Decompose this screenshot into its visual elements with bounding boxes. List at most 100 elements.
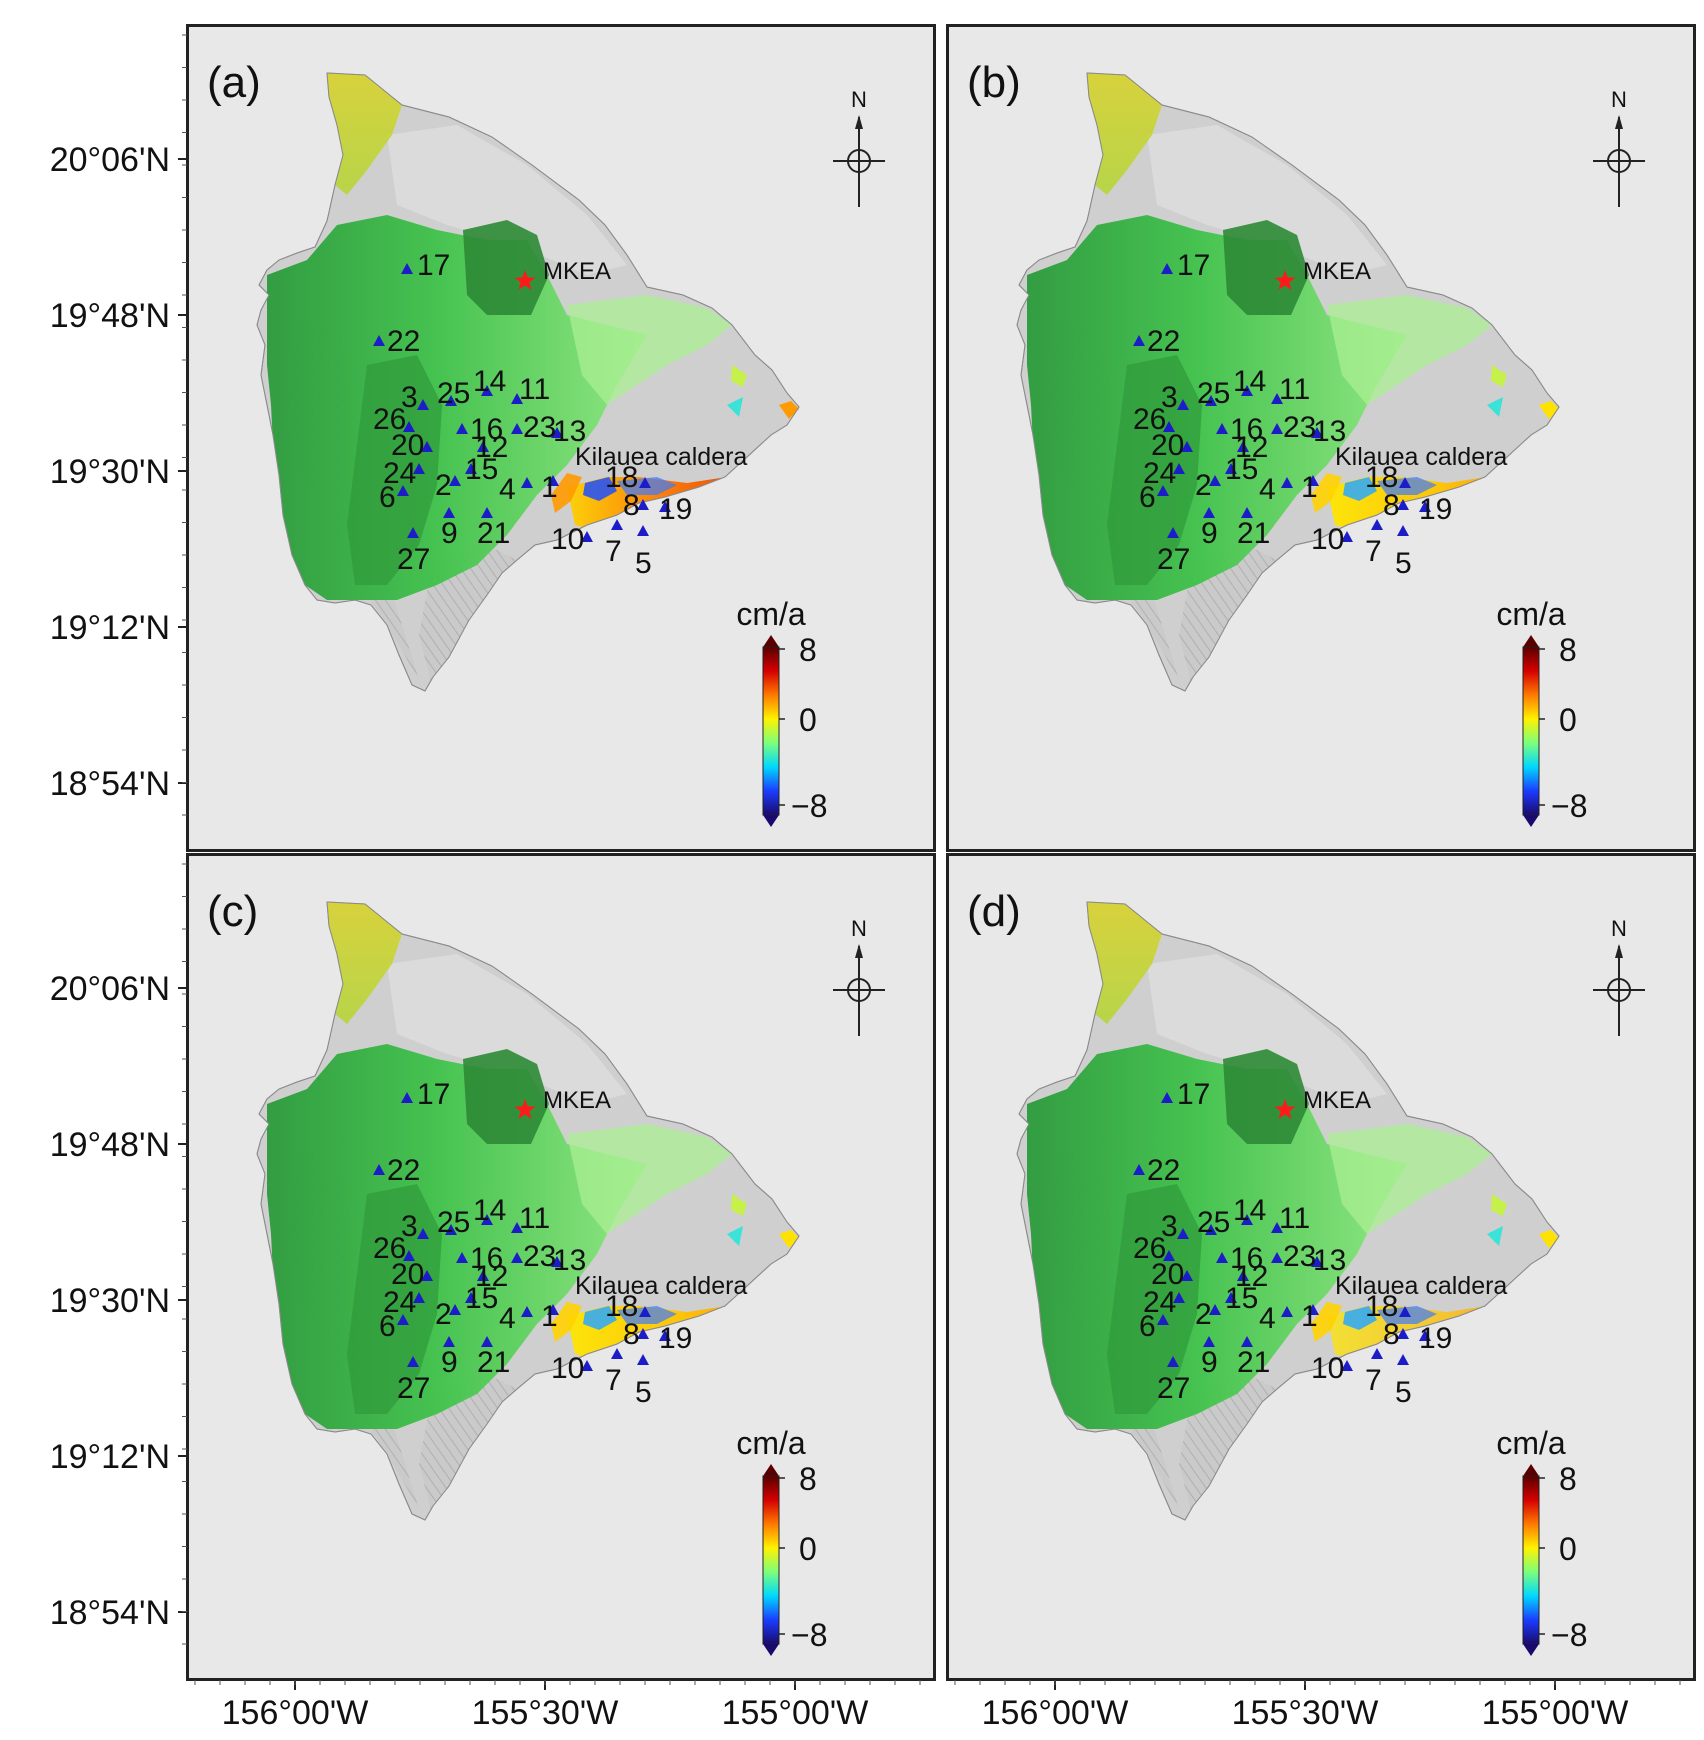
- station-marker: [1271, 1222, 1283, 1233]
- colorbar-tick-label: −8: [791, 788, 827, 824]
- station-label: 1: [541, 1300, 558, 1333]
- station-label: 1: [541, 471, 558, 504]
- station-marker: [1177, 1228, 1189, 1239]
- station-marker: [511, 1222, 523, 1233]
- reference-station-label: MKEA: [1303, 1087, 1371, 1114]
- station-label: 11: [1279, 1202, 1310, 1235]
- station-label: 7: [1365, 1364, 1382, 1397]
- colorbar: cm/a8 0 −8: [1496, 596, 1587, 827]
- station-marker: [1209, 475, 1221, 486]
- station-marker: [421, 441, 433, 452]
- station-marker: [551, 1256, 563, 1267]
- station-marker: [1271, 1252, 1283, 1263]
- station-marker: [1163, 1250, 1175, 1261]
- station-marker: [1203, 507, 1215, 518]
- station-marker: [445, 395, 457, 406]
- station-label: 4: [499, 1302, 516, 1335]
- colorbar-tick-label: 0: [799, 1531, 817, 1567]
- colorbar-tick-label: 0: [1559, 702, 1577, 738]
- station-label: 11: [519, 373, 550, 406]
- station-marker: [611, 1348, 623, 1359]
- station-label: 20: [391, 429, 424, 462]
- station-marker: [547, 1304, 559, 1315]
- station-label: 5: [1395, 547, 1412, 580]
- station-label: 26: [1133, 1232, 1166, 1265]
- station-marker: [1173, 463, 1185, 474]
- station-marker: [481, 1336, 493, 1347]
- station-marker: [1205, 395, 1217, 406]
- station-marker: [1281, 477, 1293, 488]
- latitude-tick-label: 19°12'N: [50, 609, 170, 647]
- colorbar-unit: cm/a: [736, 1425, 806, 1461]
- latitude-tick-label: 19°30'N: [50, 1282, 170, 1320]
- station-marker: [1399, 1306, 1411, 1317]
- station-label: 3: [401, 1210, 418, 1243]
- velocity-field: [267, 902, 755, 1514]
- station-marker: [1133, 335, 1145, 346]
- station-marker: [1311, 1256, 1323, 1267]
- colorbar-unit: cm/a: [1496, 596, 1566, 632]
- station-label: 23: [1283, 411, 1316, 444]
- station-label: 27: [1157, 543, 1190, 576]
- station-marker: [401, 263, 413, 274]
- station-marker: [1371, 1348, 1383, 1359]
- station-marker: [1371, 519, 1383, 530]
- station-label: 9: [1201, 517, 1218, 550]
- station-marker: [403, 1250, 415, 1261]
- station-label: 22: [387, 1154, 420, 1187]
- station-marker: [401, 1092, 413, 1103]
- station-label: 7: [605, 1364, 622, 1397]
- station-marker: [611, 519, 623, 530]
- station-marker: [1397, 525, 1409, 536]
- station-marker: [1419, 501, 1431, 512]
- station-marker: [1399, 477, 1411, 488]
- station-marker: [581, 531, 593, 542]
- station-marker: [1157, 1314, 1169, 1325]
- caldera-label: Kilauea caldera: [575, 1272, 747, 1300]
- station-label: 25: [437, 1206, 470, 1239]
- panel-label: (d): [967, 887, 1021, 936]
- station-label: 8: [1383, 489, 1400, 522]
- colorbar-tick-label: −8: [1551, 788, 1587, 824]
- station-label: 27: [397, 1372, 430, 1405]
- colorbar-tick-label: 8: [799, 632, 817, 668]
- colorbar: cm/a8 0 −8: [736, 1425, 827, 1656]
- panel-label: (b): [967, 58, 1021, 107]
- station-marker: [521, 1306, 533, 1317]
- station-label: 4: [1259, 1302, 1276, 1335]
- station-marker: [1163, 421, 1175, 432]
- station-marker: [637, 499, 649, 510]
- station-label: 8: [623, 1318, 640, 1351]
- station-label: 10: [551, 1352, 584, 1385]
- colorbar-tick-label: −8: [1551, 1617, 1587, 1653]
- station-marker: [581, 1360, 593, 1371]
- station-label: 1: [1301, 471, 1318, 504]
- station-marker: [659, 501, 671, 512]
- station-label: 21: [1237, 517, 1270, 550]
- station-marker: [1341, 1360, 1353, 1371]
- station-label: 6: [1139, 1310, 1156, 1343]
- station-marker: [1397, 1328, 1409, 1339]
- colorbar-tick-label: 0: [1559, 1531, 1577, 1567]
- station-marker: [456, 1252, 468, 1263]
- colorbar-tick-label: 8: [799, 1461, 817, 1497]
- station-marker: [456, 423, 468, 434]
- station-marker: [1237, 1270, 1249, 1281]
- station-marker: [1341, 531, 1353, 542]
- colorbar-tick-label: 8: [1559, 632, 1577, 668]
- caldera-label: Kilauea caldera: [575, 443, 747, 471]
- station-label: 26: [373, 1232, 406, 1265]
- station-marker: [413, 1292, 425, 1303]
- station-label: 16: [1230, 1242, 1263, 1275]
- north-arrow-icon: [833, 115, 885, 207]
- station-label: 13: [1313, 415, 1346, 448]
- north-label: N: [851, 87, 867, 112]
- station-label: 5: [1395, 1376, 1412, 1409]
- station-label: 21: [477, 1346, 510, 1379]
- station-marker: [637, 525, 649, 536]
- station-marker: [1307, 1304, 1319, 1315]
